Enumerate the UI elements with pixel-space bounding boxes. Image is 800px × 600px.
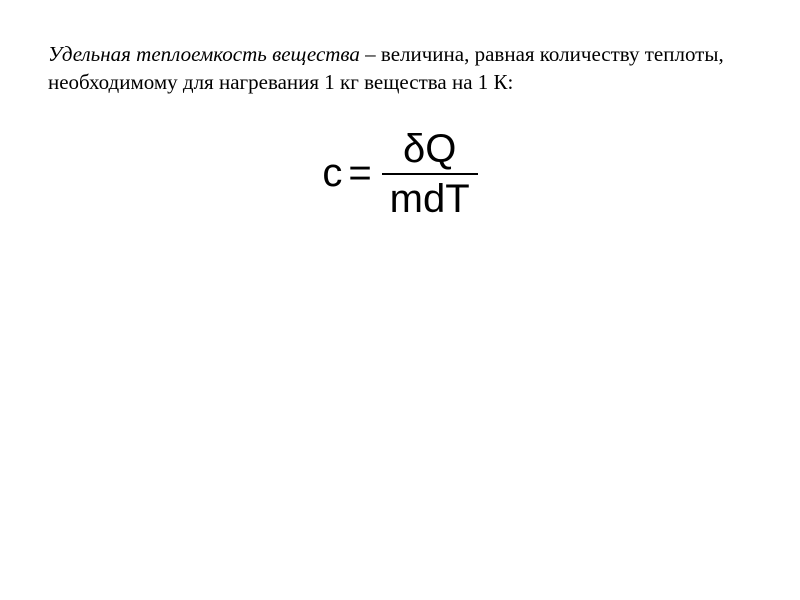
formula-numerator: δQ	[395, 127, 464, 173]
formula-lhs: c	[322, 151, 342, 196]
formula: c = δQ mdT	[322, 127, 477, 221]
definition-term: Удельная теплоемкость вещества	[48, 42, 360, 66]
formula-fraction: δQ mdT	[382, 127, 478, 221]
formula-denominator: mdT	[382, 175, 478, 221]
slide-content: Удельная теплоемкость вещества – величин…	[0, 0, 800, 261]
definition-paragraph: Удельная теплоемкость вещества – величин…	[48, 40, 752, 97]
formula-region: c = δQ mdT	[48, 127, 752, 221]
formula-equals: =	[348, 151, 371, 196]
